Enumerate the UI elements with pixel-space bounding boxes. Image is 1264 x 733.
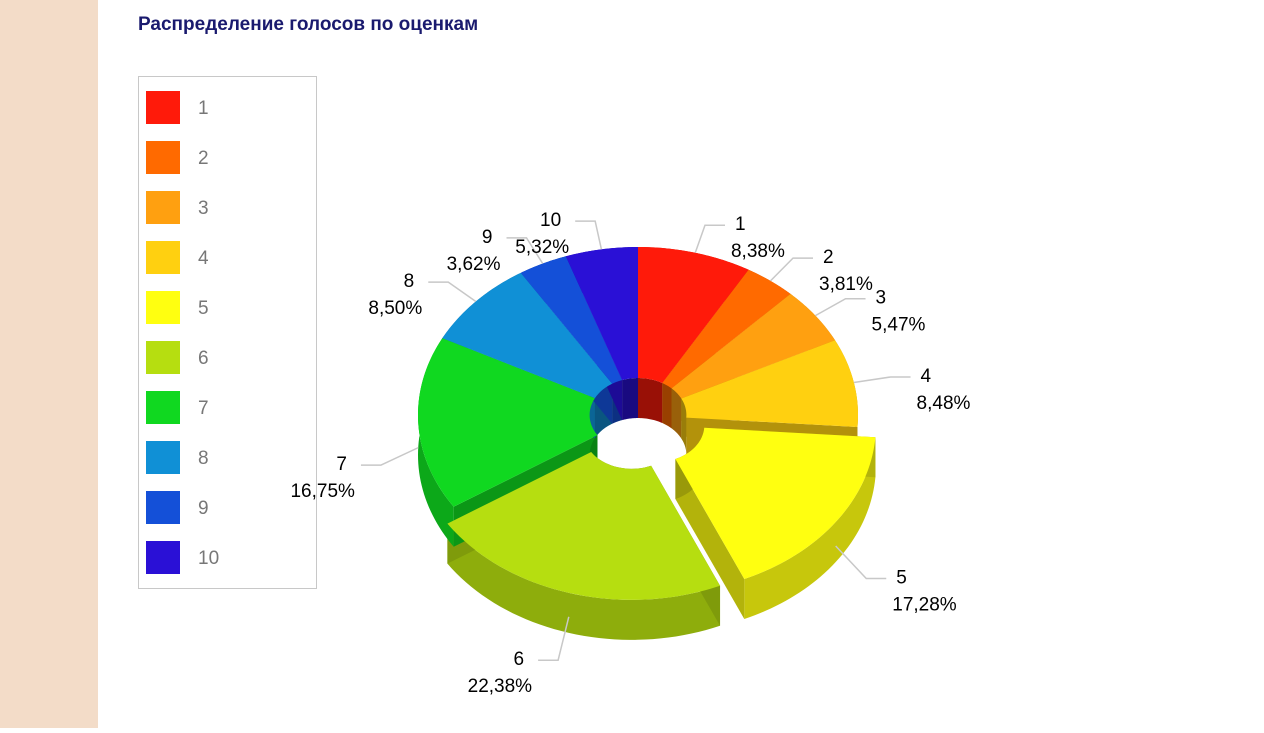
slice-value-label: 8,48% [917, 393, 971, 414]
legend-swatch [146, 441, 180, 474]
side-strip [0, 0, 98, 728]
slice-category: 10 [540, 210, 561, 231]
slice-category: 3 [876, 288, 887, 309]
slice [447, 452, 721, 600]
slice-value-label: 3,81% [819, 274, 873, 295]
legend-swatch [146, 91, 180, 124]
slice-value-label: 17,28% [892, 595, 957, 616]
leader-line [428, 281, 477, 303]
legend-label: 3 [198, 198, 209, 219]
slice [662, 269, 791, 389]
leader-line [575, 220, 603, 250]
slice-side [622, 378, 638, 421]
leader-line [815, 297, 866, 317]
slice [565, 247, 638, 381]
slice [418, 338, 598, 507]
slice-value-label: 22,38% [468, 676, 533, 697]
legend-label: 10 [198, 548, 219, 569]
legend-label: 6 [198, 348, 209, 369]
leader-line [360, 446, 419, 466]
legend-swatch [146, 291, 180, 324]
slice-side [671, 388, 682, 439]
slice-side [675, 459, 745, 620]
legend-label: 1 [198, 98, 209, 119]
leader-line [538, 616, 570, 661]
slice-value-label: 8,38% [731, 241, 785, 262]
legend-swatch [146, 191, 180, 224]
slice-category: 5 [896, 568, 907, 589]
legend-label: 2 [198, 148, 209, 169]
legend-label: 5 [198, 298, 209, 319]
legend-swatch [146, 491, 180, 524]
legend-label: 7 [198, 398, 209, 419]
legend-label: 8 [198, 448, 209, 469]
slice-side [744, 437, 876, 620]
slice-category: 9 [482, 227, 493, 248]
slice-category: 6 [514, 649, 525, 670]
slice-category: 4 [921, 366, 932, 387]
slice-value-label: 3,62% [447, 254, 501, 275]
slice-category: 8 [404, 271, 415, 292]
chart-title: Распределение голосов по оценкам [138, 14, 478, 35]
legend-swatch [146, 341, 180, 374]
legend-swatch [146, 141, 180, 174]
leader-line [769, 257, 814, 282]
slice-value-label: 5,32% [515, 237, 569, 258]
slice-category: 2 [823, 247, 834, 268]
legend-label: 4 [198, 248, 209, 269]
slice [681, 340, 858, 428]
slice [520, 256, 623, 384]
slice [442, 272, 613, 399]
slice-value-label: 8,50% [368, 298, 422, 319]
leader-line [853, 376, 911, 384]
slice [671, 293, 836, 399]
slice-side [681, 398, 687, 458]
slice-side [447, 523, 721, 640]
slice-value-label: 5,47% [872, 315, 926, 336]
leader-line [694, 224, 725, 254]
slice-category: 7 [336, 454, 347, 475]
leader-line [506, 237, 544, 264]
slice [675, 427, 876, 580]
leader-line [835, 545, 887, 580]
legend-label: 9 [198, 498, 209, 519]
legend-swatch [146, 391, 180, 424]
slice [638, 247, 749, 384]
slice-side [638, 378, 663, 424]
slice-value-label: 16,75% [290, 481, 355, 502]
slice-category: 1 [735, 214, 746, 235]
slice-side [662, 383, 672, 429]
legend-swatch [146, 541, 180, 574]
legend-swatch [146, 241, 180, 274]
